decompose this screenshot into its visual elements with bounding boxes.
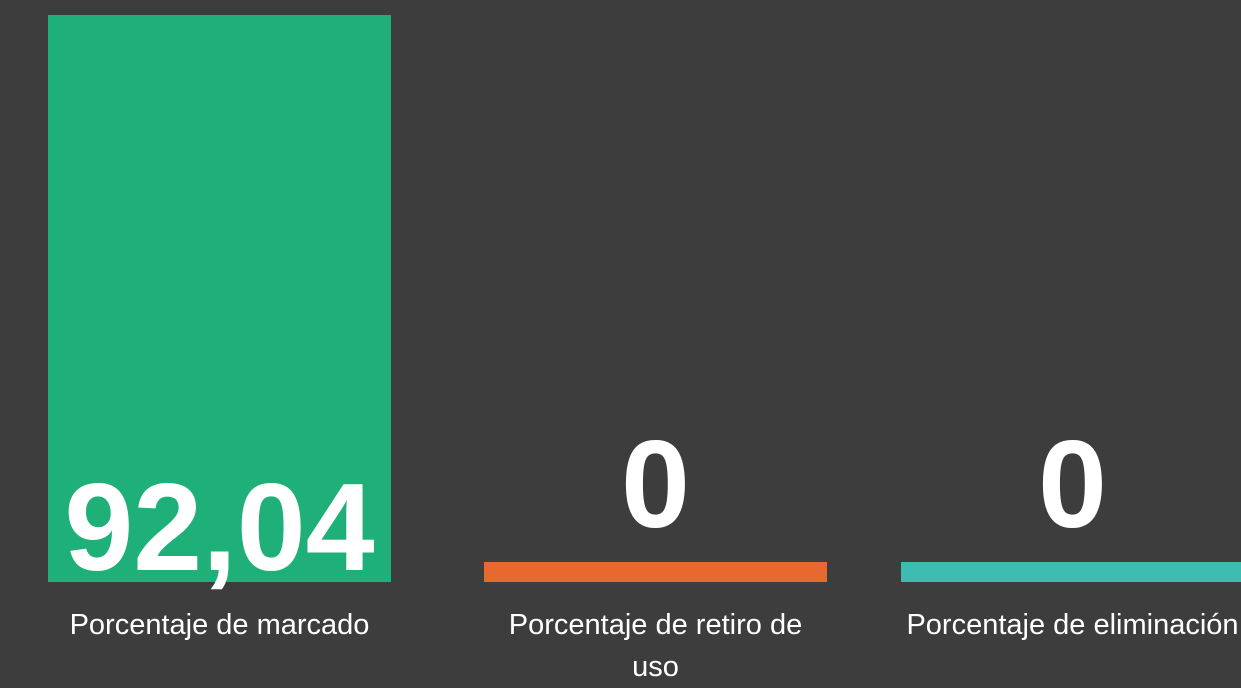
value-label: 0 <box>621 416 690 554</box>
category-label: Porcentaje de retiro de uso <box>508 609 803 683</box>
value-label: 0 <box>1038 416 1107 554</box>
bar <box>48 15 391 582</box>
bar <box>901 562 1241 582</box>
value-label: 92,04 <box>64 459 374 597</box>
category-label: Porcentaje de marcado <box>69 609 370 641</box>
category-label: Porcentaje de eliminación <box>906 609 1239 641</box>
bar <box>484 562 827 582</box>
